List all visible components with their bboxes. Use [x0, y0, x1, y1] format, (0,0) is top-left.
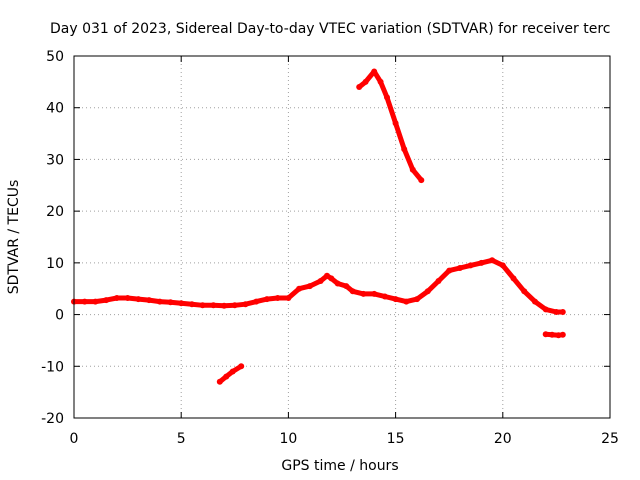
grid-lines — [74, 56, 610, 418]
series-line-peak — [356, 69, 424, 183]
y-tick-label: 20 — [46, 204, 64, 220]
data-point-main — [274, 295, 281, 301]
data-point-peak — [409, 166, 416, 173]
data-point-main — [210, 302, 217, 309]
y-tick-label: 0 — [55, 308, 64, 324]
x-tick-label: 15 — [387, 431, 405, 447]
data-point-main — [532, 298, 538, 305]
data-point-main — [403, 298, 410, 305]
data-point-main — [124, 295, 131, 301]
data-point-peak — [371, 68, 378, 75]
data-point-main — [343, 283, 350, 290]
y-tick-label: 40 — [46, 101, 64, 117]
data-point-main — [167, 299, 174, 306]
data-point-peak — [377, 78, 384, 85]
data-point-main — [156, 298, 163, 305]
data-point-main — [81, 298, 88, 305]
data-point-main — [467, 262, 474, 269]
data-point-main — [231, 302, 238, 309]
data-point-low — [229, 368, 236, 375]
x-tick-label: 5 — [177, 431, 186, 447]
series-line-low — [217, 363, 244, 385]
data-point-main — [559, 309, 566, 315]
chart-title: Day 031 of 2023, Sidereal Day-to-day VTE… — [50, 21, 610, 37]
data-point-main — [178, 300, 185, 307]
data-point-main — [113, 295, 120, 301]
data-point-main — [146, 297, 152, 304]
data-point-main — [264, 296, 270, 303]
data-point-main — [92, 298, 99, 305]
x-axis-ticks: 0 5 10 15 20 25 — [70, 56, 619, 447]
data-point-main — [456, 265, 463, 271]
data-point-peak — [384, 94, 390, 101]
data-point-peak — [356, 84, 363, 90]
plot-frame — [73, 55, 611, 419]
data-point-main — [306, 283, 313, 290]
y-axis-ticks: 50 40 30 20 10 0 -10 -20 — [41, 49, 610, 427]
data-point-low — [238, 363, 245, 370]
y-tick-label: -20 — [41, 411, 64, 427]
data-point-peak — [362, 78, 369, 85]
data-point-peak — [392, 120, 399, 127]
data-point-main — [334, 280, 341, 287]
data-point-main — [285, 295, 292, 301]
data-point-main — [553, 309, 560, 315]
data-point-main — [103, 297, 110, 304]
data-point-main — [135, 296, 142, 303]
x-tick-label: 10 — [279, 431, 297, 447]
y-axis-title: SDTVAR / TECUs — [6, 180, 22, 295]
data-point-main — [521, 288, 528, 295]
data-point-low — [216, 378, 223, 385]
data-point-main — [242, 301, 249, 308]
x-tick-label: 25 — [601, 431, 619, 447]
data-point-tail — [559, 331, 566, 338]
data-point-low — [223, 373, 230, 380]
data-point-main — [317, 278, 324, 284]
data-point-tail — [549, 331, 556, 338]
x-tick-label: 20 — [494, 431, 512, 447]
data-point-main — [188, 301, 195, 308]
data-point-main — [324, 272, 330, 279]
data-point-main — [542, 306, 549, 313]
x-tick-label: 0 — [70, 431, 79, 447]
data-point-main — [414, 296, 420, 303]
y-tick-label: 10 — [46, 256, 64, 272]
data-point-main — [221, 302, 228, 309]
data-point-main — [499, 262, 506, 269]
data-point-main — [435, 278, 442, 284]
data-point-peak — [401, 146, 408, 153]
data-series — [71, 68, 566, 385]
data-point-peak — [418, 177, 425, 184]
series-line-main — [71, 257, 566, 315]
data-point-main — [510, 275, 517, 282]
data-point-main — [199, 302, 206, 309]
y-tick-label: 50 — [46, 49, 64, 65]
data-point-main — [478, 259, 485, 266]
y-tick-label: -10 — [41, 359, 64, 375]
data-point-tail — [542, 331, 549, 338]
data-point-main — [360, 290, 367, 297]
x-axis-title: GPS time / hours — [281, 458, 398, 474]
data-point-main — [392, 296, 399, 303]
data-point-main — [371, 290, 378, 297]
data-point-main — [328, 275, 335, 282]
data-point-main — [489, 257, 496, 264]
data-point-main — [349, 288, 356, 295]
data-point-main — [296, 285, 303, 292]
data-point-main — [381, 293, 388, 300]
data-point-main — [253, 298, 260, 305]
data-point-main — [446, 267, 453, 274]
data-point-main — [424, 288, 431, 295]
y-tick-label: 30 — [46, 152, 64, 168]
